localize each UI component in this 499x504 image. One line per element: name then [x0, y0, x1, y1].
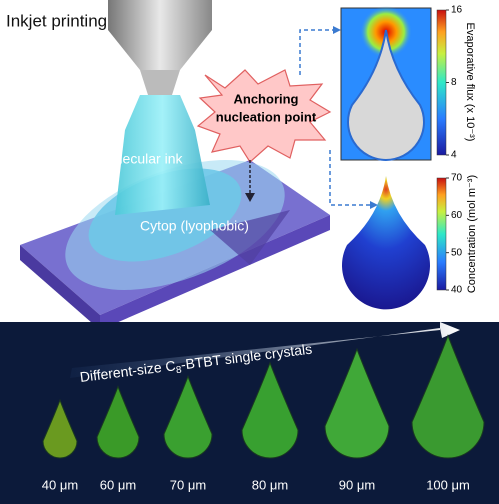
illustration: Inkjet printing Molecular ink Cytop (lyo…	[6, 0, 378, 330]
ink-label: Molecular ink	[100, 151, 183, 167]
concentration-map	[342, 176, 447, 310]
size-arrow	[70, 322, 460, 378]
size-label: 40 μm	[42, 477, 78, 492]
crystal	[163, 374, 213, 459]
size-label: 80 μm	[252, 477, 288, 492]
substrate-label: Cytop (lyophobic)	[140, 218, 249, 234]
crystal	[324, 347, 390, 459]
size-label: 90 μm	[339, 477, 375, 492]
size-label: 100 μm	[426, 477, 470, 492]
crystal	[96, 385, 140, 459]
colorbar-tick-label: 16	[451, 5, 463, 16]
colorbar-tick-label: 70	[451, 173, 463, 184]
colorbar-label: Concentration (mol m⁻³)	[466, 175, 478, 293]
colorbar-tick-label: 8	[451, 77, 457, 88]
colorbar-tick-label: 50	[451, 247, 463, 258]
crystals: 40 μm 60 μm 70 μm 80 μm 90 μm 100 μm	[42, 334, 485, 492]
callout-line: nucleation point	[216, 109, 317, 124]
colorbar-label: Evaporative flux (x 10⁻³)	[464, 23, 476, 142]
size-label: 60 μm	[100, 477, 136, 492]
colorbar-tick-label: 40	[451, 285, 463, 296]
colorbar-tick-label: 4	[451, 150, 457, 161]
crystal	[42, 398, 78, 459]
colorbars: Evaporative flux (x 10⁻³) Concentration …	[446, 5, 478, 296]
crystal	[241, 361, 299, 459]
flux-map	[340, 6, 447, 161]
size-label: 70 μm	[170, 477, 206, 492]
panel-title: Inkjet printing	[6, 11, 107, 30]
callout-line: Anchoring	[234, 91, 299, 106]
colorbar-tick-label: 60	[451, 210, 463, 221]
crystal	[411, 334, 485, 459]
